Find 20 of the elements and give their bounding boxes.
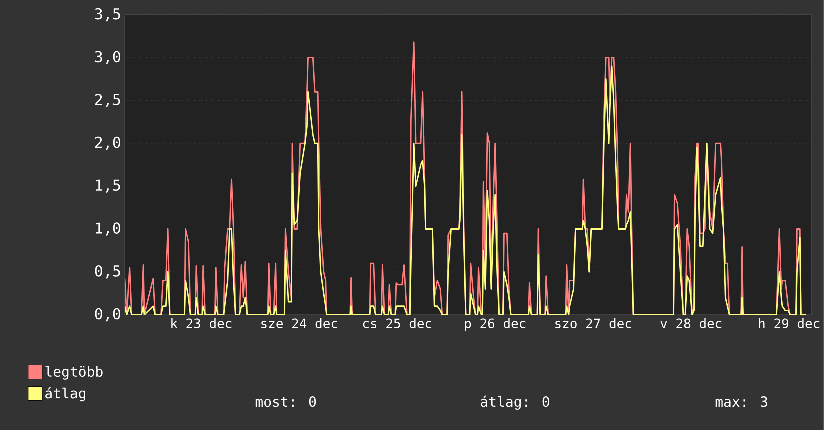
y-tick-label: 1,0 [96, 222, 120, 236]
y-tick-label: 1,5 [96, 180, 120, 193]
y-tick-label: 2,5 [95, 94, 120, 108]
legend-label: átlag [46, 387, 86, 402]
x-tick-label: szo 27 dec [556, 318, 632, 329]
text: most: 0 [256, 396, 316, 408]
x-tick-label: h 29 dec [759, 318, 820, 329]
x-tick-label: v 28 dec [660, 318, 722, 329]
x-tick-label: sze 24 dec [262, 318, 338, 329]
x-tick-label: k 23 dec [172, 318, 232, 329]
y-tick-label: 2,0 [95, 136, 120, 150]
y-tick-label: 3,5 [95, 8, 120, 22]
x-tick-label: p 26 dec [465, 318, 526, 332]
text: átlag: 0 [481, 396, 550, 410]
legend-label: legtöbb [46, 366, 103, 380]
y-tick-label: 0,0 [95, 308, 120, 322]
y-tick-label: 3,0 [95, 51, 120, 64]
y-tick-label: 0,5 [95, 266, 120, 279]
text: max: 3 [716, 396, 768, 408]
x-tick-label: cs 25 dec [363, 318, 432, 329]
